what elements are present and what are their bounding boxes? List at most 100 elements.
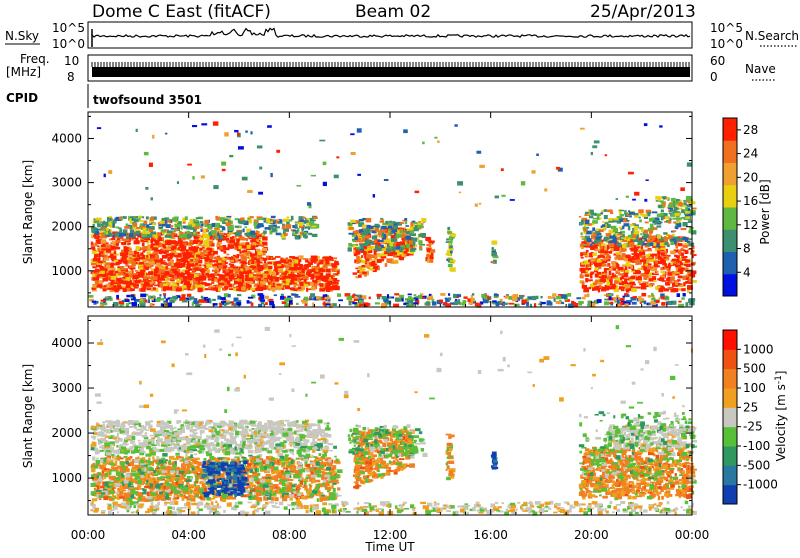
- data-cell: [691, 250, 695, 252]
- freq-top-tick: 10: [64, 54, 79, 68]
- data-cell: [220, 297, 225, 300]
- data-cell: [628, 258, 632, 261]
- data-cell: [656, 225, 661, 227]
- data-cell: [637, 277, 642, 279]
- data-cell: [263, 263, 267, 267]
- data-cell: [655, 217, 659, 219]
- data-cell: [652, 276, 656, 280]
- data-cell: [284, 260, 286, 263]
- data-cell: [254, 269, 257, 271]
- data-cell: [216, 284, 220, 287]
- data-cell: [595, 231, 600, 234]
- data-cell: [280, 296, 284, 300]
- data-cell: [676, 221, 681, 223]
- data-cell: [150, 217, 154, 221]
- data-cell: [407, 253, 410, 256]
- data-cell: [146, 224, 150, 228]
- data-cell: [681, 288, 686, 291]
- data-cell: [250, 216, 254, 218]
- data-cell: [133, 284, 135, 287]
- data-cell: [243, 229, 245, 233]
- data-cell: [188, 276, 192, 280]
- data-cell: [483, 296, 487, 300]
- data-cell: [660, 248, 666, 250]
- data-cell: [94, 254, 98, 257]
- data-cell: [646, 260, 649, 264]
- data-cell: [625, 295, 629, 298]
- data-cell: [413, 302, 418, 304]
- data-cell: [142, 234, 146, 237]
- data-cell: [685, 259, 687, 263]
- data-cell: [670, 210, 676, 212]
- nave-top-tick: 60: [710, 54, 725, 68]
- data-cell: [677, 238, 683, 241]
- data-cell: [290, 288, 295, 290]
- data-cell: [365, 235, 371, 238]
- data-cell: [164, 302, 166, 304]
- data-cell: [121, 268, 127, 270]
- data-cell: [389, 221, 392, 223]
- data-cell: [393, 238, 398, 241]
- data-cell: [408, 296, 412, 300]
- data-cell: [100, 251, 103, 253]
- data-cell: [247, 245, 251, 249]
- data-cell: [382, 296, 386, 299]
- data-cell: [228, 294, 231, 297]
- data-cell: [237, 231, 242, 234]
- data-cell: [254, 221, 257, 225]
- data-cell: [430, 296, 433, 300]
- data-cell: [319, 140, 325, 142]
- data-cell: [168, 262, 171, 266]
- data-cell: [283, 219, 289, 223]
- data-cell: [552, 293, 556, 296]
- data-cell: [89, 295, 94, 298]
- data-cell: [475, 303, 479, 306]
- data-cell: [126, 273, 129, 276]
- data-cell: [423, 297, 425, 299]
- data-cell: [678, 202, 682, 206]
- data-cell: [234, 247, 237, 250]
- data-cell: [649, 283, 654, 285]
- data-cell: [336, 282, 338, 285]
- data-cell: [112, 268, 116, 271]
- data-cell: [661, 286, 664, 288]
- data-cell: [355, 268, 358, 270]
- data-cell: [595, 273, 599, 277]
- data-cell: [239, 251, 241, 254]
- data-cell: [267, 262, 272, 265]
- data-cell: [621, 248, 627, 251]
- data-cell: [249, 274, 253, 278]
- data-cell: [191, 232, 194, 234]
- data-cell: [268, 266, 272, 270]
- data-cell: [222, 169, 226, 171]
- data-cell: [233, 288, 236, 291]
- data-cell: [675, 205, 678, 207]
- data-cell: [628, 226, 630, 230]
- data-cell: [249, 277, 254, 279]
- data-cell: [652, 211, 658, 213]
- data-cell: [310, 282, 314, 286]
- data-cell: [99, 280, 103, 284]
- data-cell: [687, 259, 690, 262]
- data-cell: [353, 272, 358, 274]
- data-cell: [207, 269, 210, 273]
- data-cell: [218, 265, 223, 269]
- data-cell: [310, 273, 314, 276]
- data-cell: [449, 268, 454, 271]
- data-cell: [380, 230, 385, 232]
- data-cell: [291, 216, 294, 220]
- nsky-top-tick: 10^5: [52, 21, 85, 35]
- data-cell: [193, 286, 196, 290]
- data-cell: [164, 295, 166, 299]
- data-cell: [308, 226, 310, 230]
- data-cell: [206, 276, 208, 278]
- data-cell: [592, 145, 597, 148]
- data-cell: [316, 296, 320, 299]
- data-cell: [109, 271, 112, 274]
- data-cell: [415, 244, 417, 247]
- data-cell: [121, 238, 127, 241]
- nave-trace: [92, 62, 689, 67]
- data-cell: [123, 261, 128, 263]
- data-cell: [128, 243, 131, 245]
- data-cell: [665, 263, 667, 266]
